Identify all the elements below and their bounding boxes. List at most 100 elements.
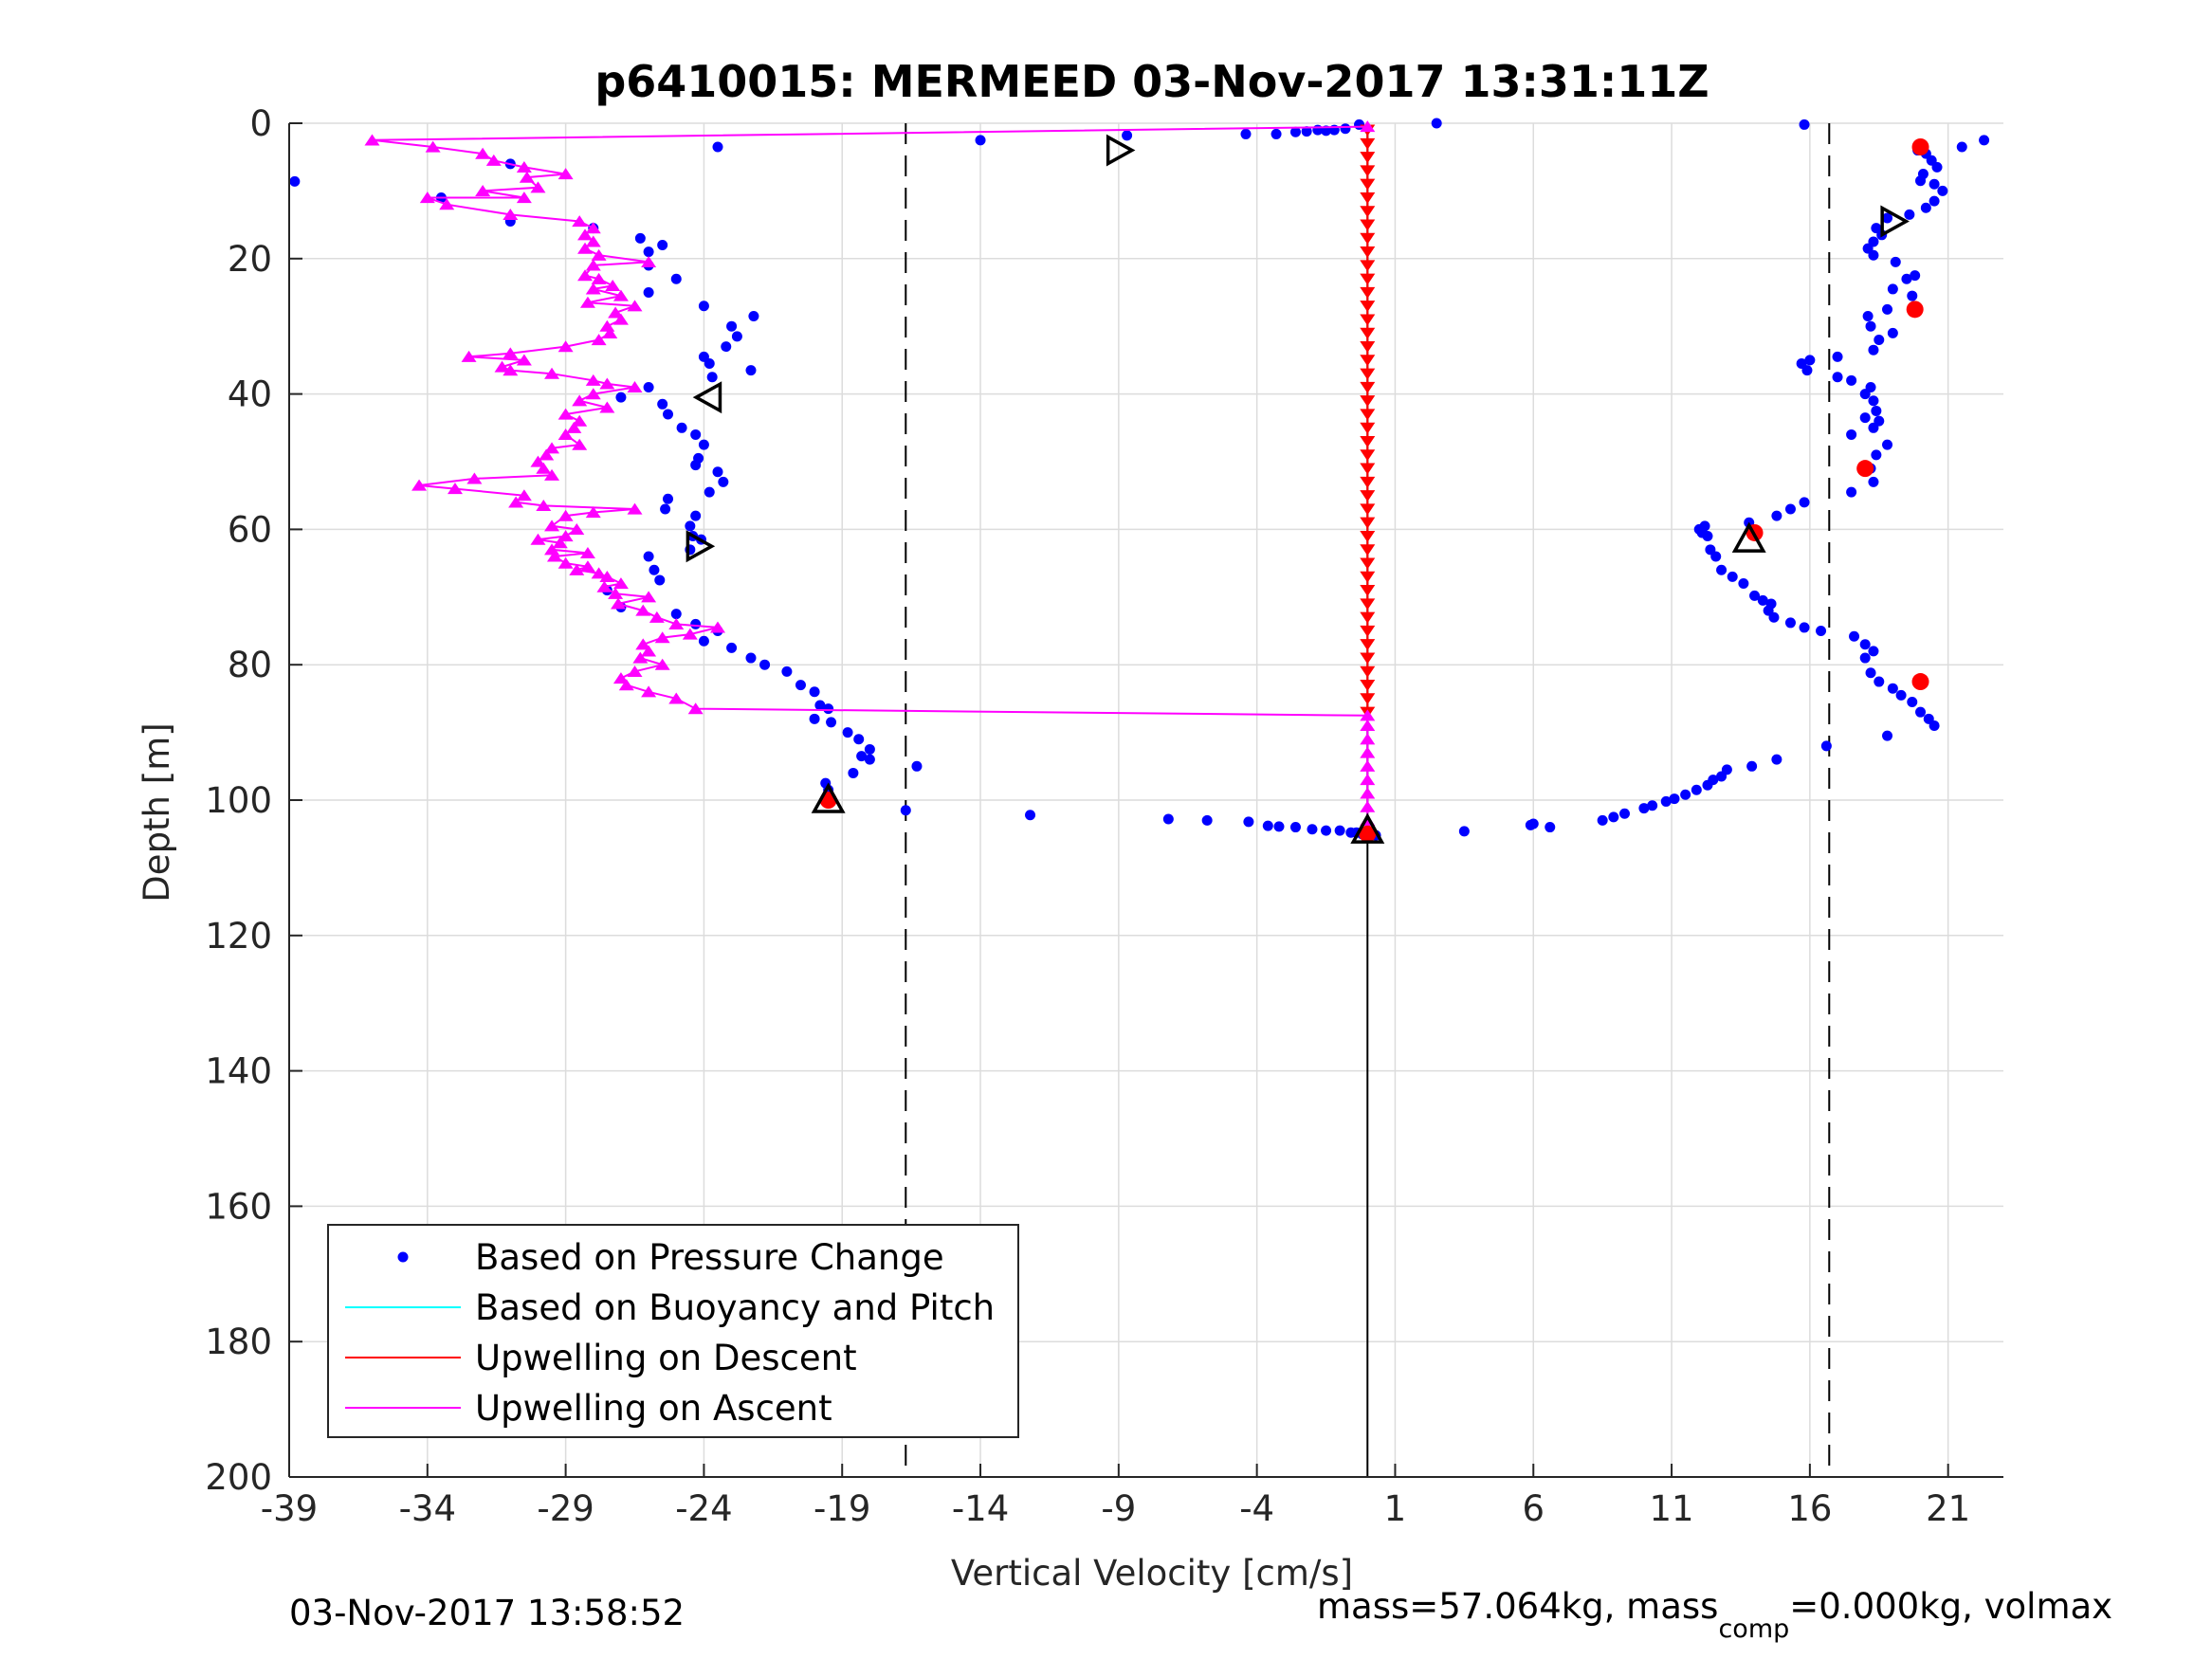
ascent-marker: [608, 306, 624, 319]
pressure-change-point: [615, 392, 627, 403]
ascent-marker: [627, 502, 643, 515]
ascent-marker: [419, 191, 435, 204]
pressure-change-point: [1979, 135, 1990, 146]
ascent-marker: [627, 665, 643, 677]
ascent-marker: [519, 171, 535, 183]
pressure-change-point: [1846, 486, 1857, 498]
pressure-change-point: [706, 372, 718, 383]
descent-marker: [1360, 598, 1376, 611]
ascent-marker: [1360, 720, 1376, 732]
ascent-marker: [710, 621, 725, 633]
ascent-marker: [536, 462, 552, 474]
x-tick-label: -4: [1239, 1488, 1274, 1529]
x-tick-label: 6: [1522, 1488, 1545, 1529]
pressure-change-point: [1874, 415, 1885, 427]
pressure-change-point: [1716, 564, 1728, 575]
pressure-change-point: [1871, 449, 1882, 461]
ascent-marker: [591, 334, 607, 346]
triangle-right-marker: [1880, 205, 1910, 238]
ascent-marker: [1360, 774, 1376, 786]
ascent-marker: [591, 272, 607, 284]
pressure-change-point: [842, 727, 853, 738]
ascent-marker: [577, 242, 594, 254]
legend-box: [327, 1224, 1019, 1438]
ascent-marker: [485, 154, 502, 166]
descent-marker: [1360, 476, 1376, 488]
ascent-marker: [544, 468, 560, 481]
pressure-change-point: [853, 734, 865, 745]
pressure-change-point: [1647, 800, 1658, 811]
mass-subscript: comp: [1718, 1614, 1789, 1644]
pressure-change-point: [1273, 821, 1285, 832]
ascent-marker: [591, 567, 607, 579]
ascent-marker: [425, 140, 441, 153]
pressure-change-point: [690, 428, 702, 440]
pressure-change-point: [814, 700, 826, 711]
ascent-marker: [544, 367, 560, 379]
ascent-marker: [612, 577, 629, 590]
ascent-marker: [411, 479, 428, 491]
mass-text-1: mass=57.064kg, mass: [1317, 1586, 1718, 1627]
pressure-change-point: [1882, 212, 1893, 224]
descent-marker: [1360, 191, 1376, 204]
descent-marker: [1360, 652, 1376, 665]
pressure-change-point: [856, 751, 868, 762]
descent-marker: [1360, 571, 1376, 583]
ascent-marker: [516, 191, 532, 204]
ascent-marker: [569, 523, 585, 535]
x-tick-label: -34: [399, 1488, 456, 1529]
pressure-change-point: [1243, 816, 1254, 828]
descent-marker: [1360, 246, 1376, 259]
ascent-marker: [579, 560, 595, 573]
ascent-marker: [572, 414, 588, 427]
y-tick-label: 180: [205, 1322, 272, 1362]
pressure-change-point: [1796, 357, 1807, 369]
pressure-change-point: [1699, 520, 1710, 532]
pressure-change-point: [1923, 713, 1934, 724]
pressure-change-point: [1765, 598, 1777, 610]
pressure-change-point: [864, 743, 875, 755]
pressure-change-point: [759, 659, 771, 670]
pressure-change-point: [1799, 497, 1810, 508]
pressure-change-point: [1746, 760, 1758, 772]
x-tick-label: 11: [1650, 1488, 1694, 1529]
y-tick-label: 100: [205, 780, 272, 821]
pressure-change-point: [1865, 667, 1876, 679]
ascent-marker: [599, 377, 615, 390]
x-tick-label: -19: [814, 1488, 870, 1529]
pressure-change-point: [1804, 355, 1816, 366]
pressure-change-point: [809, 686, 820, 698]
ascent-marker: [605, 279, 621, 291]
y-tick-label: 120: [205, 916, 272, 957]
x-tick-label: 16: [1787, 1488, 1832, 1529]
pressure-change-point: [1271, 128, 1282, 139]
pressure-change-point: [1865, 381, 1876, 392]
pressure-change-point: [1895, 689, 1907, 701]
pressure-change-point: [643, 246, 654, 258]
pressure-change-point: [1340, 123, 1351, 135]
descent-marker: [1360, 137, 1376, 150]
red-circle-marker: [1911, 137, 1929, 155]
pressure-change-point: [1799, 622, 1810, 633]
pressure-change-point: [712, 141, 723, 153]
ascent-marker: [627, 381, 643, 393]
ascent-marker: [611, 597, 627, 610]
pressure-change-point: [1871, 223, 1882, 234]
ascent-marker: [503, 364, 519, 376]
descent-marker: [1360, 463, 1376, 475]
descent-marker: [1360, 368, 1376, 380]
y-tick-label: 200: [205, 1457, 272, 1498]
pressure-change-point: [685, 520, 696, 532]
pressure-change-point: [1874, 676, 1885, 687]
pressure-change-point: [1597, 814, 1608, 826]
pressure-change-point: [1201, 814, 1213, 826]
triangle-up-marker: [1731, 521, 1766, 553]
descent-marker: [1360, 557, 1376, 570]
y-tick-label: 20: [228, 239, 272, 280]
pressure-change-point: [704, 357, 715, 369]
pressure-change-point: [1887, 283, 1898, 295]
pressure-change-point: [1874, 334, 1885, 345]
pressure-change-point: [1862, 310, 1874, 321]
ascent-marker: [612, 289, 629, 301]
